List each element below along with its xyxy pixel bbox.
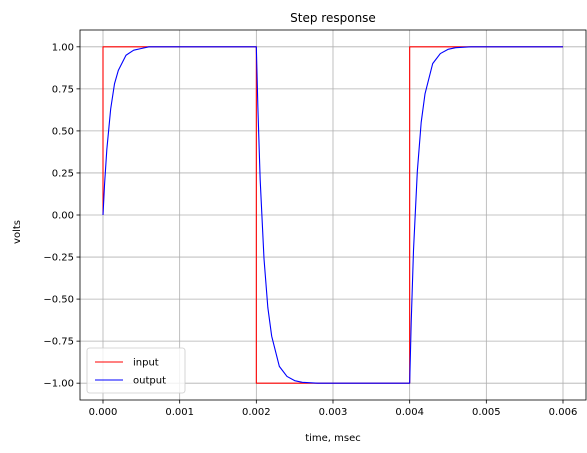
y-axis-ticks: −1.00 −0.75 −0.50 −0.25 0.00 0.25 0.50 0.75 1.00 xyxy=(43,42,80,390)
legend-label-output: output xyxy=(133,376,166,387)
y-tick-label: −0.50 xyxy=(43,295,74,306)
y-tick-label: 0.00 xyxy=(52,211,74,222)
x-tick-label: 0.004 xyxy=(395,407,424,418)
x-axis-ticks: 0.000 0.001 0.002 0.003 0.004 0.005 0.006 xyxy=(89,400,578,418)
x-axis-label: time, msec xyxy=(305,433,361,444)
chart-title: Step response xyxy=(290,11,376,25)
series-line-output xyxy=(102,46,563,384)
x-tick-label: 0.005 xyxy=(472,407,501,418)
series-line-input xyxy=(102,46,563,384)
y-tick-label: −0.25 xyxy=(43,253,74,264)
x-tick-label: 0.003 xyxy=(319,407,348,418)
y-tick-label: 0.50 xyxy=(52,126,74,137)
legend: input output xyxy=(86,347,186,394)
y-tick-label: 1.00 xyxy=(52,42,74,53)
series-layer xyxy=(102,46,563,384)
y-tick-label: 0.75 xyxy=(52,84,74,95)
legend-label-input: input xyxy=(133,358,159,369)
y-tick-label: −0.75 xyxy=(43,337,74,348)
y-axis-label: volts xyxy=(12,220,23,244)
x-tick-label: 0.006 xyxy=(549,407,578,418)
x-tick-label: 0.000 xyxy=(89,407,118,418)
y-tick-label: −1.00 xyxy=(43,379,74,390)
x-tick-label: 0.001 xyxy=(165,407,194,418)
y-tick-label: 0.25 xyxy=(52,168,74,179)
x-tick-label: 0.002 xyxy=(242,407,271,418)
legend-box xyxy=(86,347,186,394)
